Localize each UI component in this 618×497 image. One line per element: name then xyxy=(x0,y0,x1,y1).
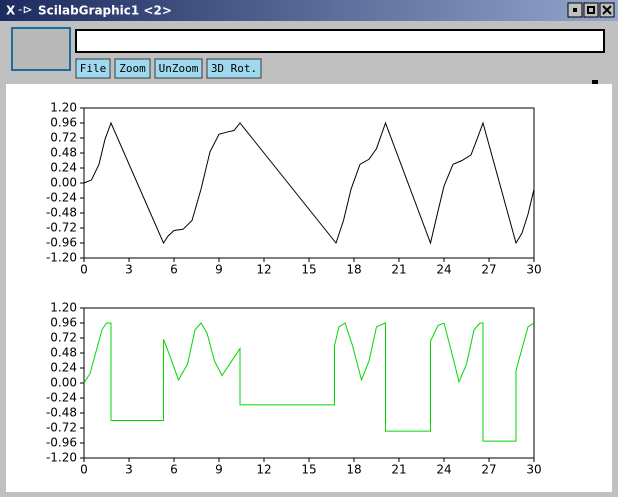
x-tick-label: 9 xyxy=(215,263,223,277)
resize-handle xyxy=(592,80,598,86)
x-tick-label: 30 xyxy=(526,463,541,477)
button-face xyxy=(114,58,151,79)
y-tick-label: 0.00 xyxy=(50,376,77,390)
x-tick-label: 15 xyxy=(301,263,316,277)
button-label: File xyxy=(80,62,107,75)
x-tick-label: 0 xyxy=(80,463,88,477)
y-tick-label: 0.72 xyxy=(50,131,77,145)
y-tick-label: 0.96 xyxy=(50,316,77,330)
plot-area xyxy=(6,84,612,492)
y-tick-label: 1.20 xyxy=(50,301,77,315)
y-tick-label: 0.48 xyxy=(50,146,77,160)
x-tick-label: 3 xyxy=(125,263,133,277)
y-tick-label: -0.24 xyxy=(46,191,77,205)
button-face xyxy=(75,58,111,79)
color-box[interactable] xyxy=(11,27,71,71)
y-tick-label: 0.00 xyxy=(50,176,77,190)
y-tick-label: -0.96 xyxy=(46,436,77,450)
data-line xyxy=(83,121,535,245)
x-tick-label: 30 xyxy=(526,263,541,277)
x-tick-label: 0 xyxy=(80,263,88,277)
data-line xyxy=(83,322,535,442)
window-controls xyxy=(567,2,615,18)
x-tick-label: 6 xyxy=(170,263,178,277)
y-tick-label: 0.96 xyxy=(50,116,77,130)
title-bar xyxy=(0,0,618,21)
x-tick-label: 6 xyxy=(170,463,178,477)
toolbar-button[interactable]: 3D Rot. xyxy=(206,58,262,79)
x-tick-label: 12 xyxy=(256,463,271,477)
x-tick-label: 18 xyxy=(346,463,361,477)
y-tick-label: -0.24 xyxy=(46,391,77,405)
x-tick-label: 15 xyxy=(301,463,316,477)
x-tick-label: 21 xyxy=(391,263,406,277)
x-tick-label: 21 xyxy=(391,463,406,477)
y-tick-label: -0.48 xyxy=(46,406,77,420)
button-face xyxy=(154,58,203,79)
x-tick-label: 27 xyxy=(481,463,496,477)
y-tick-label: 0.48 xyxy=(50,346,77,360)
x-tick-label: 18 xyxy=(346,263,361,277)
toolbar-button[interactable]: UnZoom xyxy=(154,58,203,79)
toolbar-button[interactable]: File xyxy=(75,58,111,79)
y-tick-label: -1.20 xyxy=(46,451,77,465)
button-face xyxy=(206,58,262,79)
window-icon[interactable]: X xyxy=(6,4,16,18)
x-tick-label: 12 xyxy=(256,263,271,277)
menu-icon[interactable]: -⊳ xyxy=(18,3,32,17)
toolbar-button[interactable]: Zoom xyxy=(114,58,151,79)
x-tick-label: 3 xyxy=(125,463,133,477)
button-label: 3D Rot. xyxy=(211,62,257,75)
x-tick-label: 24 xyxy=(436,263,451,277)
button-label: Zoom xyxy=(119,62,146,75)
y-tick-label: -1.20 xyxy=(46,251,77,265)
x-tick-label: 9 xyxy=(215,463,223,477)
y-tick-label: 0.72 xyxy=(50,331,77,345)
maximize-button[interactable] xyxy=(583,2,599,18)
y-tick-label: -0.72 xyxy=(46,421,77,435)
info-field[interactable] xyxy=(75,29,605,53)
x-tick-label: 27 xyxy=(481,263,496,277)
y-tick-label: 1.20 xyxy=(50,101,77,115)
button-label: UnZoom xyxy=(159,62,199,75)
x-tick-label: 24 xyxy=(436,463,451,477)
window-title: ScilabGraphic1 <2> xyxy=(38,4,172,18)
y-tick-label: 0.24 xyxy=(50,361,77,375)
y-tick-label: -0.72 xyxy=(46,221,77,235)
y-tick-label: -0.96 xyxy=(46,236,77,250)
y-tick-label: -0.48 xyxy=(46,206,77,220)
y-tick-label: 0.24 xyxy=(50,161,77,175)
